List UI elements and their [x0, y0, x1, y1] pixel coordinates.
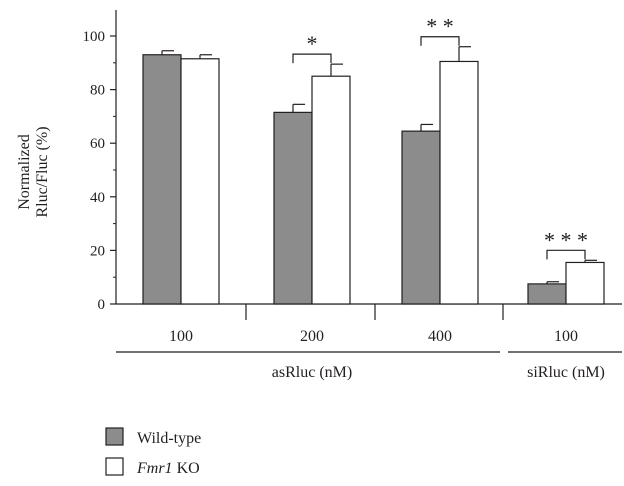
y-tick-label: 100 — [83, 29, 106, 45]
y-tick-label: 80 — [90, 83, 105, 99]
significance-label: * — [307, 31, 318, 56]
legend-label: Wild-type — [137, 430, 201, 447]
legend-label: Fmr1 KO — [136, 460, 200, 477]
bar-fmr1-ko — [311, 75, 351, 305]
y-tick-label: 60 — [90, 136, 105, 152]
x-tick-label: 100 — [554, 328, 578, 345]
legend-swatch — [105, 427, 124, 446]
significance-bracket — [546, 249, 586, 260]
significance-label: * * — [426, 14, 454, 39]
significance-bracket — [420, 36, 460, 46]
y-tick-label: 20 — [90, 243, 105, 259]
y-axis-title: Normalized Rluc/Fluc (%) — [16, 126, 51, 217]
y-axis-title-line-2: Rluc/Fluc (%) — [34, 126, 51, 217]
bar-fmr1-ko — [180, 58, 220, 305]
bar-wild-type — [273, 111, 313, 305]
bar-wild-type — [401, 130, 441, 305]
significance-label: * * * — [544, 227, 588, 252]
group-label: asRluc (nM) — [272, 364, 352, 381]
group-label: siRluc (nM) — [527, 364, 605, 381]
bar-fmr1-ko — [565, 261, 605, 305]
legend-swatch — [105, 457, 124, 476]
x-tick-label: 100 — [169, 328, 193, 345]
bar-wild-type — [527, 283, 567, 305]
y-tick-label: 0 — [98, 297, 106, 313]
legend: Wild-type Fmr1 KO — [105, 427, 201, 477]
significance-bracket — [292, 53, 332, 64]
x-tick-label: 200 — [300, 328, 324, 345]
bar-wild-type — [142, 54, 182, 305]
x-tick-label: 400 — [428, 328, 452, 345]
plot-area: 0 20 40 60 80 100 100 200 * 400 * * 100 * * * asRluc … — [83, 10, 622, 381]
y-axis-title-line-1: Normalized — [16, 134, 33, 210]
y-tick-label: 40 — [90, 190, 105, 206]
bar-fmr1-ko — [439, 60, 479, 305]
